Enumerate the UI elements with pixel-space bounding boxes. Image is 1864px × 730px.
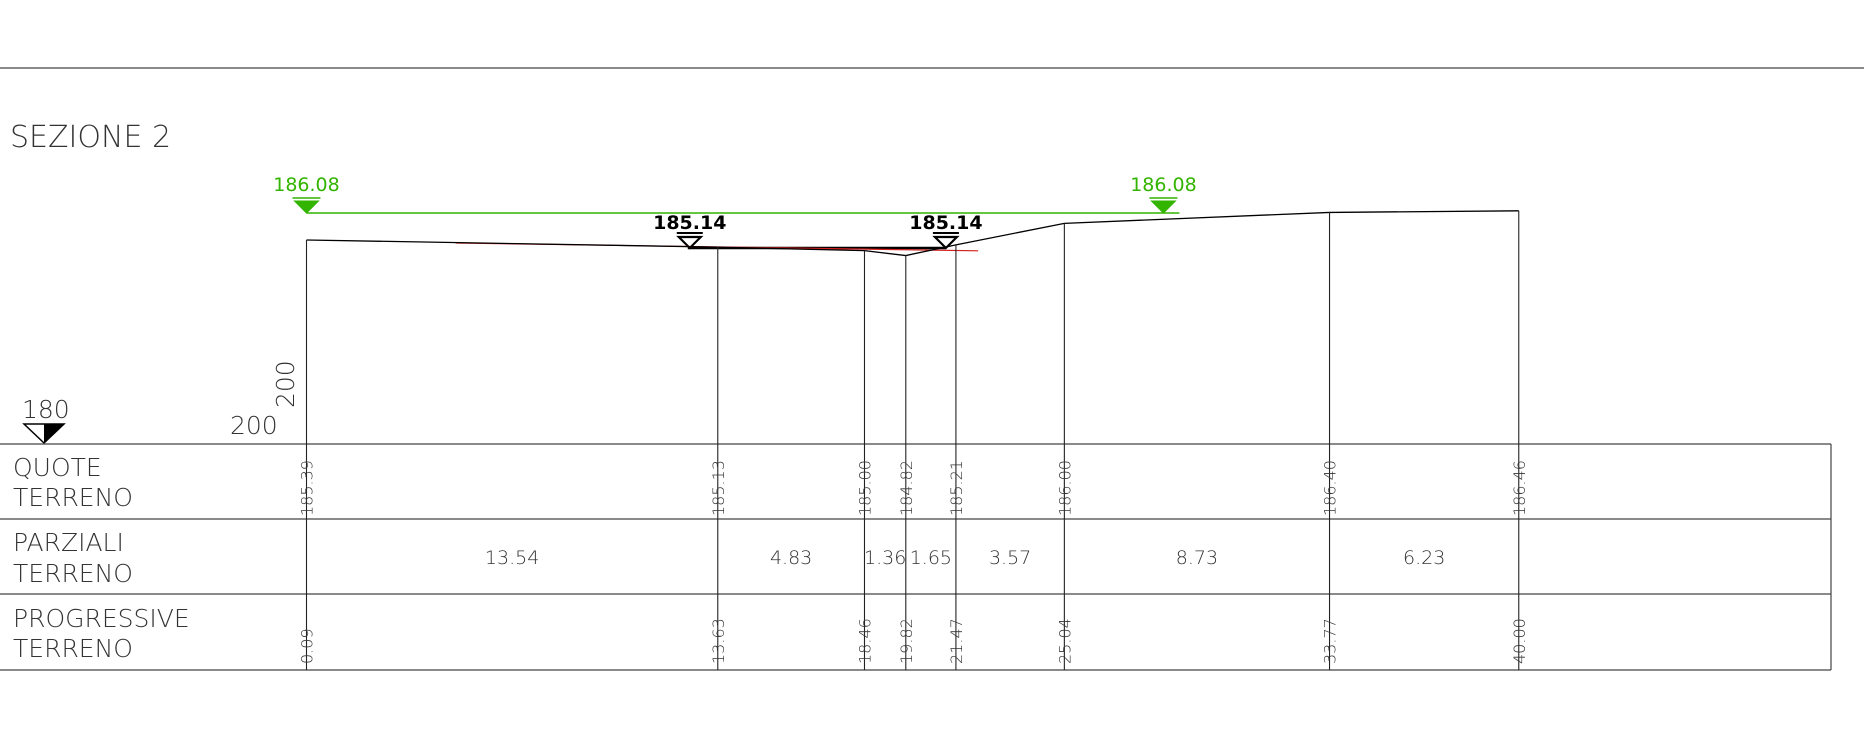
elevation-label-5: 186.00 <box>1055 460 1074 516</box>
data-table <box>0 443 1832 671</box>
ground-profile <box>306 210 1519 257</box>
partial-label-3: 1.65 <box>910 547 952 569</box>
station-lines <box>305 210 1520 670</box>
elevation-label-6: 186.40 <box>1321 460 1340 516</box>
low-water-marker-icon-1 <box>932 235 960 250</box>
partial-label-2: 1.36 <box>864 547 906 569</box>
horizontal-scale-label: 200 <box>230 411 278 440</box>
progressive-label-7: 40.00 <box>1510 618 1529 664</box>
low-water-label-1: 185.14 <box>909 212 982 234</box>
datum-triangle-fill <box>44 424 64 443</box>
station-labels: 185.39 0.09 185.13 13.63 185.00 18.46 184.82 19… <box>298 460 1529 664</box>
section-title: SEZIONE 2 <box>10 120 171 155</box>
water-levels: 186.08 186.08 185.14 185.14 <box>273 174 1197 250</box>
elevation-label-1: 185.13 <box>709 460 728 516</box>
row-header-quote-line2: TERRENO <box>13 483 133 512</box>
ground-profile-line <box>306 210 1519 257</box>
elevation-label-7: 186.46 <box>1510 460 1529 516</box>
partial-label-5: 8.73 <box>1176 547 1218 569</box>
elevation-label-4: 185.21 <box>947 460 966 516</box>
partial-label-1: 4.83 <box>770 547 812 569</box>
high-water-label-0: 186.08 <box>273 174 339 196</box>
progressive-label-4: 21.47 <box>947 618 966 664</box>
progressive-label-5: 25.04 <box>1055 618 1074 664</box>
low-water-label-0: 185.14 <box>653 212 726 234</box>
progressive-label-0: 0.09 <box>298 628 317 664</box>
partial-label-0: 13.54 <box>485 547 539 569</box>
elevation-label-3: 184.82 <box>897 460 916 516</box>
datum-level-label: 180 <box>22 395 70 424</box>
vertical-scale-label: 200 <box>271 360 300 408</box>
progressive-label-3: 19.82 <box>897 618 916 664</box>
high-water-marker-icon-1 <box>1150 200 1177 214</box>
row-header-progressive-line2: TERRENO <box>13 634 133 663</box>
progressive-label-2: 18.46 <box>855 618 874 664</box>
elevation-label-0: 185.39 <box>298 460 317 516</box>
progressive-label-6: 33.77 <box>1321 618 1340 664</box>
progressive-label-1: 13.63 <box>709 618 728 664</box>
low-water-marker-icon-0 <box>676 235 704 250</box>
elevation-label-2: 185.00 <box>855 460 874 516</box>
high-water-marker-icon-0 <box>293 200 320 214</box>
high-water-label-1: 186.08 <box>1130 174 1196 196</box>
row-header-parziali-line2: TERRENO <box>13 559 133 588</box>
row-header-quote-line1: QUOTE <box>13 453 102 482</box>
row-header-parziali-line1: PARZIALI <box>13 528 124 557</box>
row-header-progressive-line1: PROGRESSIVE <box>13 604 190 633</box>
partial-label-4: 3.57 <box>989 547 1031 569</box>
partial-label-6: 6.23 <box>1403 547 1445 569</box>
